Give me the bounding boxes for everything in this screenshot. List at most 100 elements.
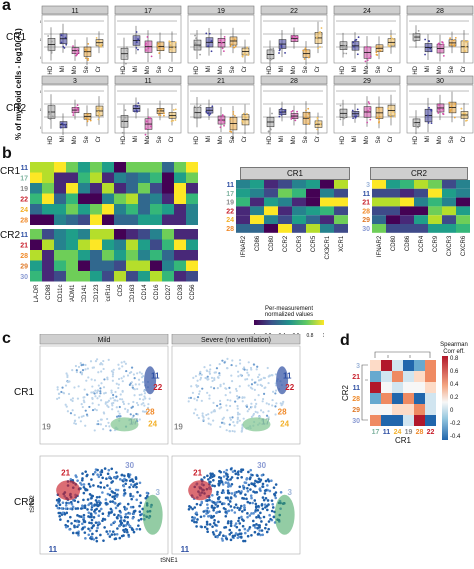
data-point — [465, 119, 467, 122]
tsne-point — [212, 478, 215, 482]
data-point — [412, 122, 415, 125]
tsne-cluster-label: 11 — [151, 371, 160, 380]
tsne-cluster-label: 21 — [193, 469, 202, 478]
tsne-point — [95, 503, 99, 507]
tsne-point — [86, 498, 90, 501]
tsne-point — [90, 526, 94, 530]
panel-b-cr1-title: CR1 — [240, 167, 350, 180]
tsne-point — [64, 403, 67, 406]
heatmap-cell — [306, 224, 320, 233]
heatmap-cell — [186, 204, 198, 215]
heatmap-cell — [264, 180, 278, 189]
data-point — [126, 55, 128, 58]
data-point — [47, 49, 50, 52]
tsne-cluster-label: 21 — [61, 469, 70, 478]
group-tick-label: Mo — [218, 135, 224, 144]
tsne-point — [135, 401, 139, 405]
tsne-point — [117, 383, 120, 386]
tsne-point — [148, 397, 151, 400]
heatmap-col-label: CCR9 — [433, 235, 439, 252]
data-point — [369, 55, 372, 58]
tsne-point — [143, 404, 146, 407]
tsne-point — [224, 510, 227, 514]
tsne-point — [116, 504, 120, 507]
tsne-point — [195, 511, 198, 514]
data-point — [320, 27, 323, 29]
panel-b-row-label-cr2: CR2 — [0, 230, 21, 241]
data-point — [126, 46, 128, 49]
tsne-point — [234, 503, 238, 506]
data-point — [199, 53, 201, 56]
data-point — [64, 126, 67, 128]
tsne-point — [126, 410, 129, 413]
tsne-point — [246, 410, 249, 413]
tsne-point — [128, 479, 132, 483]
corr-cell — [414, 371, 425, 382]
data-point — [369, 107, 372, 110]
data-point — [62, 123, 65, 126]
tsne-point — [56, 386, 59, 389]
panel-b-cr1-heatmap: 11 17 19 22 24 28 IFNAR2 CD86 CD80 CCR2 CCR3 CCR5 CX… — [222, 180, 352, 260]
tsne-point — [106, 484, 109, 487]
cluster-blob — [56, 480, 81, 501]
tsne-point — [89, 502, 93, 505]
data-point — [339, 104, 342, 107]
heatmap-cell — [66, 183, 78, 194]
tsne-point — [261, 533, 265, 537]
heatmap-cell — [186, 183, 198, 194]
group-tick-label: HD — [413, 65, 419, 74]
tsne-point — [233, 424, 236, 427]
heatmap-cell — [442, 180, 456, 189]
tsne-point — [104, 501, 108, 505]
tsne-point — [97, 475, 101, 479]
data-point — [450, 109, 452, 111]
tsne-point — [98, 509, 101, 513]
tsne-point — [229, 478, 232, 481]
data-point — [48, 113, 51, 116]
tsne-point — [118, 412, 121, 415]
tsne-point — [74, 364, 78, 368]
tsne-point — [248, 408, 251, 411]
tsne-point — [117, 414, 120, 418]
data-point — [64, 124, 67, 126]
data-point — [417, 126, 420, 129]
tsne-point — [93, 429, 96, 432]
heatmap-cell — [372, 180, 386, 189]
group-tick-label: Mo — [291, 135, 297, 144]
data-point — [415, 125, 418, 128]
tsne-point — [219, 531, 222, 534]
facet-strip — [406, 75, 474, 85]
tsne-point — [69, 507, 72, 511]
tsne-point — [213, 506, 216, 510]
tsne-point — [108, 487, 112, 491]
tsne-point — [74, 507, 78, 510]
tsne-point — [76, 507, 80, 510]
tsne-point — [64, 507, 68, 510]
heatmap-row-label: 11 — [363, 191, 371, 198]
tsne-point — [96, 485, 100, 488]
tsne-point — [115, 406, 118, 409]
data-point — [357, 36, 360, 39]
tsne-point — [84, 409, 87, 412]
tsne-point — [99, 418, 103, 421]
tsne-point — [101, 476, 104, 480]
tsne-point — [205, 527, 209, 531]
heatmap-cell — [400, 224, 414, 233]
corr-cell — [381, 382, 392, 393]
data-point — [133, 110, 136, 113]
tsne-point — [71, 505, 75, 509]
heatmap-row-label: 28 — [20, 218, 28, 225]
heatmap-cell — [66, 250, 78, 261]
corr-cell — [414, 382, 425, 393]
heatmap-cell — [264, 224, 278, 233]
tsne-point — [62, 391, 65, 394]
tsne-point — [212, 514, 216, 518]
tsne-point — [254, 479, 257, 483]
data-point — [316, 128, 319, 131]
heatmap-cell — [138, 214, 150, 225]
tsne-point — [267, 503, 270, 506]
data-point — [52, 104, 54, 107]
corr-col-label: 28 — [416, 429, 424, 436]
heatmap-cell — [174, 162, 186, 173]
